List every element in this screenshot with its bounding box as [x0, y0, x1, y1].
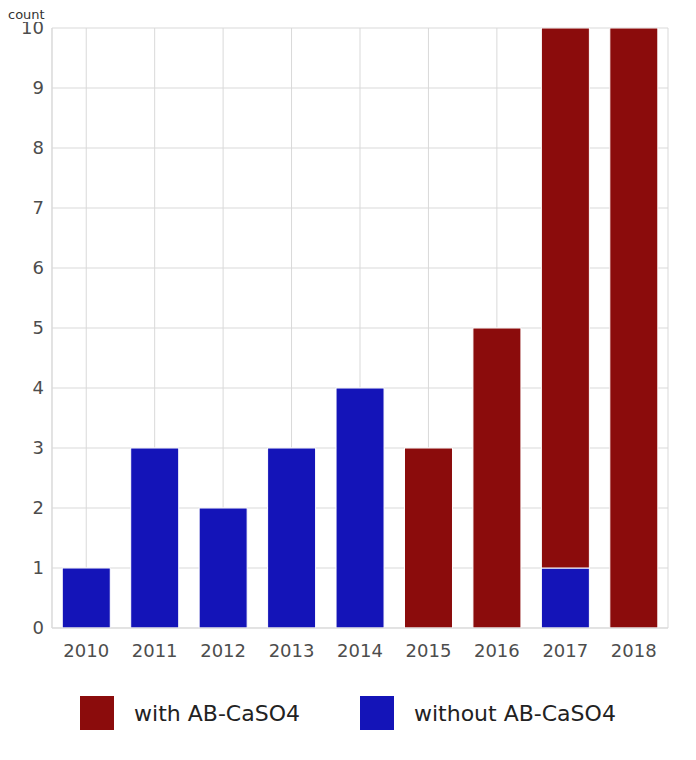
svg-text:1: 1: [33, 557, 44, 578]
svg-text:3: 3: [33, 437, 44, 458]
svg-text:2: 2: [33, 497, 44, 518]
svg-text:2014: 2014: [337, 640, 383, 661]
svg-text:2017: 2017: [542, 640, 588, 661]
svg-text:7: 7: [33, 197, 44, 218]
svg-text:5: 5: [33, 317, 44, 338]
svg-text:2010: 2010: [63, 640, 109, 661]
svg-text:0: 0: [33, 617, 44, 638]
svg-text:2013: 2013: [269, 640, 315, 661]
svg-text:2015: 2015: [406, 640, 452, 661]
svg-text:10: 10: [21, 22, 44, 38]
svg-text:2016: 2016: [474, 640, 520, 661]
svg-text:4: 4: [33, 377, 44, 398]
svg-text:8: 8: [33, 137, 44, 158]
svg-text:2018: 2018: [611, 640, 657, 661]
html-text:without AB-CaSO4: without AB-CaSO4: [414, 700, 616, 726]
html-text:count: count: [8, 7, 45, 22]
svg-text:6: 6: [33, 257, 44, 278]
svg-text:2012: 2012: [200, 640, 246, 661]
svg-text:2011: 2011: [132, 640, 178, 661]
svg-text:9: 9: [33, 77, 44, 98]
html-text:with AB-CaSO4: with AB-CaSO4: [134, 700, 300, 726]
